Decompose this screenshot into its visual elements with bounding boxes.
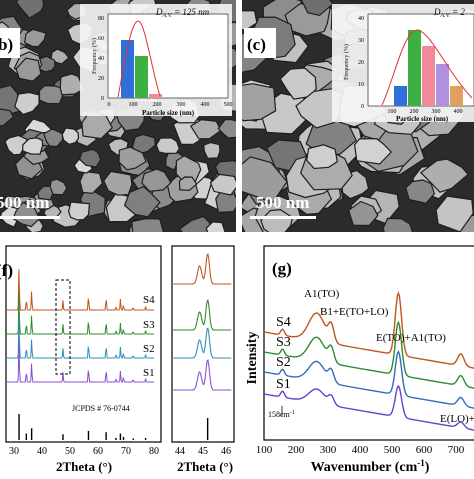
- peak-label-elo: E(LO)+A1: [440, 413, 474, 425]
- xtick: 400: [352, 444, 369, 456]
- xtick: 600: [416, 444, 433, 456]
- ytick: 60: [98, 36, 104, 42]
- xtick: 200: [288, 444, 305, 456]
- xrd-zoom-frame: [172, 246, 234, 442]
- ytick: 20: [98, 76, 104, 82]
- hist-bar: [436, 64, 449, 106]
- hist-bar: [450, 86, 463, 106]
- panel-letter-c: (c): [247, 35, 266, 54]
- sem-right-svg: DA.V.= 2 Frequency (%) 0 10 20 30 40 100…: [242, 0, 474, 232]
- series-label-s2: S2: [276, 355, 291, 370]
- inset-xlabel: Particle size (nm): [396, 115, 449, 123]
- series-label-s1: S1: [143, 367, 155, 379]
- xrd-zoom-line: [172, 254, 231, 284]
- xtick: 44: [175, 446, 185, 457]
- inset-ylabel: Frequency (%): [343, 44, 350, 80]
- ytick: 40: [98, 56, 104, 62]
- series-label-s2: S2: [143, 343, 155, 355]
- panel-letter-b: b): [0, 35, 13, 54]
- xrd-zoom-line: [172, 300, 231, 330]
- sem-grain: [216, 192, 236, 213]
- series-label-s1: S1: [276, 377, 291, 392]
- xtick: 200: [153, 102, 162, 108]
- series-label-s3: S3: [143, 319, 155, 331]
- xtick: 500: [224, 102, 233, 108]
- xtick: 400: [201, 102, 210, 108]
- xtick: 700: [448, 444, 465, 456]
- peak-label-b1e: B1+E(TO+LO): [320, 306, 389, 318]
- raman-spectrum-line: [264, 352, 474, 410]
- xtick: 80: [149, 446, 159, 457]
- xtick: 100: [129, 102, 138, 108]
- ytick: 80: [98, 16, 104, 22]
- hist-bar: [135, 56, 148, 98]
- xrd-zoom-line: [172, 328, 231, 358]
- sem-left-svg: DA.V.= 125 nm Frequency (%) 0 20 40 60 8…: [0, 0, 236, 232]
- scale-label-right: 500 nm: [256, 193, 309, 212]
- panel-letter-g: (g): [272, 259, 292, 278]
- xrd-pattern-line: [6, 293, 154, 334]
- xrd-zoom-line: [172, 360, 231, 390]
- sem-grain: [132, 219, 164, 232]
- sem-grain: [307, 145, 338, 169]
- inset-xlabel: Particle size (nm): [142, 109, 195, 117]
- peak-label-a1to: A1(TO): [304, 288, 340, 300]
- raman-panel: (g) Intensity S4 S3 S2 S1 A1(TO) B1+E(TO…: [240, 240, 474, 474]
- xrd-svg: (f) S4 S3 S2 S1 JCPDS # 76-0744 30 40 50…: [0, 240, 236, 474]
- sem-grain: [69, 202, 90, 220]
- ytick: 40: [358, 16, 364, 22]
- series-label-s3: S3: [276, 335, 291, 350]
- inset-ylabel: Frequency (%): [91, 38, 98, 74]
- xtick: 46: [221, 446, 231, 457]
- xrd-pattern-line: [6, 341, 154, 382]
- sem-image-left: DA.V.= 125 nm Frequency (%) 0 20 40 60 8…: [0, 0, 236, 232]
- xrd-pattern-line: [6, 269, 154, 310]
- xtick: 300: [320, 444, 337, 456]
- xrd-pattern-line: [6, 317, 154, 358]
- scale-label-left: 500 nm: [0, 193, 49, 212]
- raman-xlabel: Wavenumber (cm-1): [311, 458, 430, 474]
- xtick: 400: [454, 109, 463, 115]
- reference-label: JCPDS # 76-0744: [72, 404, 130, 413]
- ytick: 10: [358, 82, 364, 88]
- sem-grain: [204, 143, 220, 159]
- xrd-xlabel: 2Theta (°): [56, 459, 112, 474]
- xtick: 100: [256, 444, 273, 456]
- xrd-panel: (f) S4 S3 S2 S1 JCPDS # 76-0744 30 40 50…: [0, 240, 236, 474]
- xtick: 0: [108, 102, 111, 108]
- raman-ylabel: Intensity: [245, 332, 260, 385]
- xtick: 40: [37, 446, 47, 457]
- xtick: 300: [177, 102, 186, 108]
- xrd-zoom-xlabel: 2Theta (°): [177, 459, 233, 474]
- ytick: 0: [101, 96, 104, 102]
- xtick: 50: [65, 446, 75, 457]
- xtick: 60: [93, 446, 103, 457]
- xtick: 500: [384, 444, 401, 456]
- ytick: 0: [361, 104, 364, 110]
- peak-label-158: 158cm-1: [268, 410, 295, 419]
- series-label-s4: S4: [276, 315, 291, 330]
- ytick: 20: [358, 60, 364, 66]
- histogram-inset-right: [332, 4, 474, 122]
- peak-label-eto: E(TO)+A1(TO): [376, 332, 446, 344]
- series-label-s4: S4: [143, 294, 155, 306]
- hist-bar: [394, 86, 407, 106]
- hist-bar: [422, 46, 435, 106]
- xtick: 70: [121, 446, 131, 457]
- ytick: 30: [358, 38, 364, 44]
- xtick: 45: [198, 446, 208, 457]
- sem-image-right: DA.V.= 2 Frequency (%) 0 10 20 30 40 100…: [242, 0, 474, 232]
- raman-svg: (g) Intensity S4 S3 S2 S1 A1(TO) B1+E(TO…: [240, 240, 474, 474]
- xtick: 30: [9, 446, 19, 457]
- hist-bar: [408, 30, 421, 106]
